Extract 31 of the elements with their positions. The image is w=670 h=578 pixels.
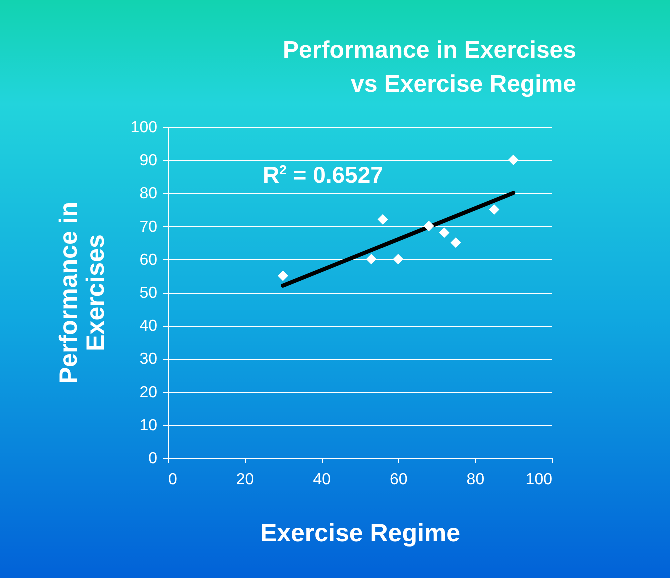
y-tick-label: 50 <box>140 285 158 302</box>
text: vs Exercise Regime <box>351 71 576 98</box>
point <box>489 204 500 215</box>
point <box>450 238 462 248</box>
y-tick-label: 30 <box>140 351 158 368</box>
x-tick-label: 100 <box>526 472 553 488</box>
y-tick-label: 0 <box>148 450 158 468</box>
y-tick-label: 40 <box>140 318 158 336</box>
point <box>393 254 404 265</box>
y-tick-label: 60 <box>140 252 158 269</box>
y-tick-label: 70 <box>140 218 158 236</box>
point <box>424 221 434 232</box>
point <box>439 228 450 238</box>
y-tick-label: 90 <box>140 152 158 170</box>
y-tick-label: 20 <box>140 384 158 402</box>
y-tick-label: 10 <box>140 417 158 434</box>
x-tick-label: 20 <box>236 472 254 488</box>
point <box>278 270 288 282</box>
x-axis-title: Exercise Regime <box>260 520 461 548</box>
x-tick-label: 60 <box>390 472 408 488</box>
point <box>508 154 519 166</box>
annotation: R$^{2}$ = 0.6527 <box>263 162 384 189</box>
text: Performance in Exercises <box>283 37 576 64</box>
point <box>378 214 388 225</box>
x-tick-label: 40 <box>313 472 332 488</box>
y-tick-label: 80 <box>140 186 158 203</box>
x-tick-label: 0 <box>168 472 178 488</box>
y-axis-title: Performance in Exercises <box>54 202 110 384</box>
point <box>366 254 377 265</box>
y-tick-label: 100 <box>130 120 158 136</box>
x-tick-label: 80 <box>466 472 485 488</box>
